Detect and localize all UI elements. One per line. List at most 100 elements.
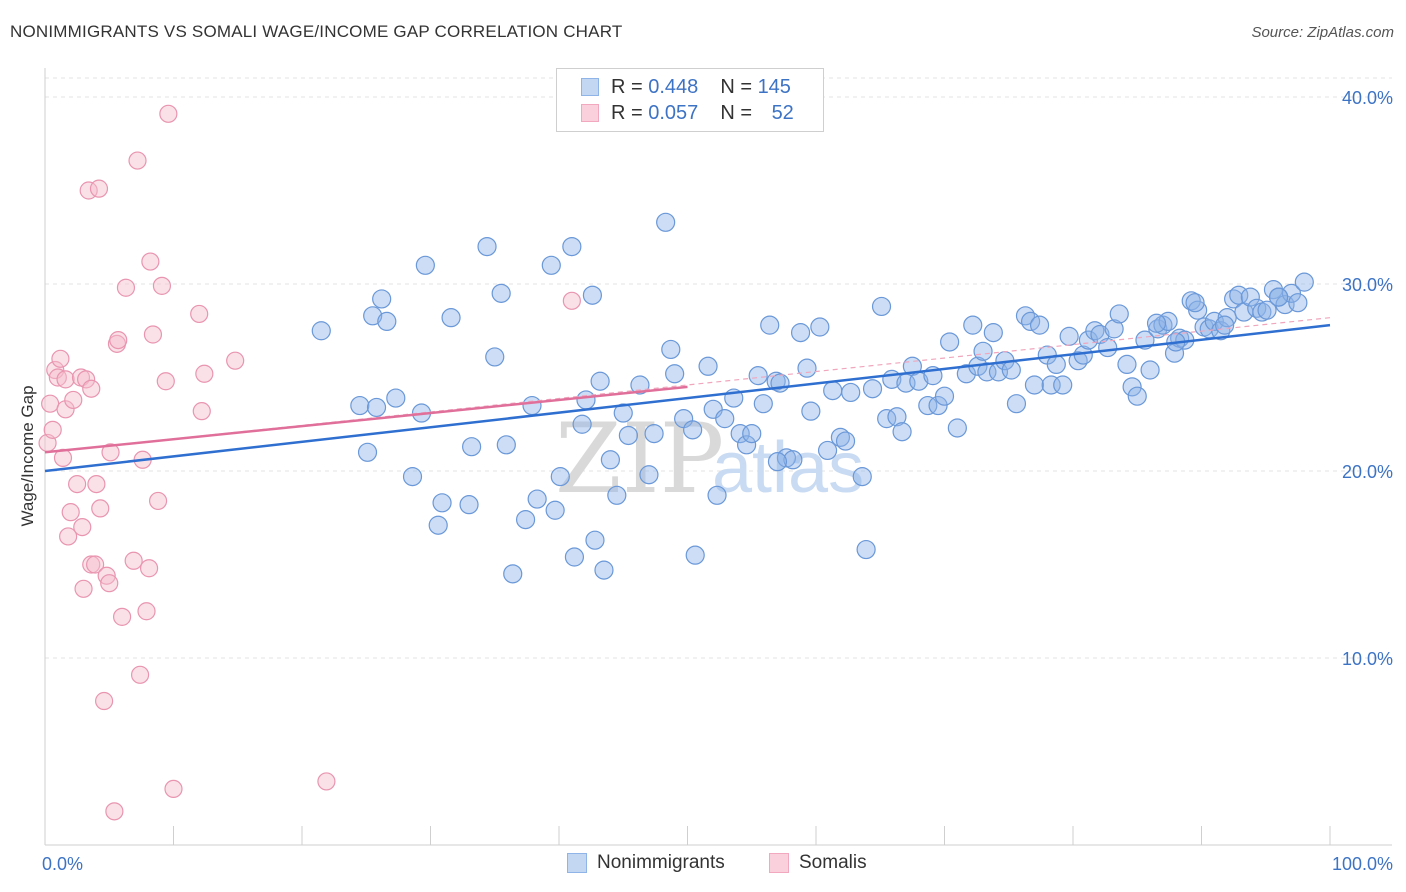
data-point-nonimmigrants (790, 323, 811, 343)
data-point-nonimmigrants (618, 425, 638, 446)
legend-r-value: 0.057 (648, 101, 699, 124)
data-point-nonimmigrants (1127, 386, 1147, 406)
data-point-nonimmigrants (541, 255, 561, 275)
data-point-nonimmigrants (1078, 330, 1099, 350)
data-point-somalis (64, 390, 83, 410)
data-point-somalis (159, 104, 178, 123)
data-point-nonimmigrants (366, 397, 387, 418)
data-point-somalis (41, 394, 60, 413)
y-tick-label: 30.0% (1342, 275, 1393, 295)
data-point-somalis (82, 379, 101, 398)
series-legend-somalis[interactable]: Somalis (769, 852, 867, 874)
tick-labels: 10.0% 20.0% 30.0% 40.0% 0.0% 100.0% (42, 88, 1393, 874)
data-point-nonimmigrants (428, 515, 448, 535)
data-point-nonimmigrants (1288, 293, 1308, 313)
data-point-somalis (91, 499, 110, 518)
data-point-nonimmigrants (522, 395, 542, 416)
data-point-nonimmigrants (963, 315, 983, 335)
data-point-nonimmigrants (594, 560, 614, 580)
y-axis-label: Wage/Income Gap (18, 385, 37, 526)
legend-r-label: R = (611, 75, 649, 98)
data-point-somalis (89, 179, 109, 198)
data-point-nonimmigrants (1085, 321, 1105, 341)
data-point-nonimmigrants (1006, 394, 1027, 414)
data-point-nonimmigrants (600, 450, 621, 470)
data-point-nonimmigrants (1146, 313, 1167, 333)
data-point-nonimmigrants (841, 382, 861, 403)
data-point-somalis (56, 370, 75, 389)
legend-n-value: 145 (757, 75, 791, 98)
data-point-nonimmigrants (887, 407, 907, 427)
data-point-nonimmigrants (1140, 360, 1160, 380)
x-tick-label: 100.0% (1332, 854, 1393, 874)
data-point-nonimmigrants (1117, 354, 1137, 375)
data-point-nonimmigrants (485, 347, 505, 367)
y-tick-label: 20.0% (1342, 462, 1393, 482)
grid-lines (45, 77, 1392, 659)
series-name-nonimmigrants: Nonimmigrants (597, 852, 725, 873)
data-point-nonimmigrants (1109, 304, 1129, 324)
source-label: Source: ZipAtlas.com (1251, 24, 1394, 41)
data-point-somalis (156, 372, 175, 391)
data-point-somalis (195, 364, 214, 383)
data-point-nonimmigrants (441, 308, 461, 328)
data-point-somalis (116, 278, 136, 297)
data-point-nonimmigrants (590, 371, 610, 391)
data-point-somalis (95, 691, 114, 711)
data-point-nonimmigrants (862, 379, 883, 399)
data-point-nonimmigrants (576, 390, 596, 410)
legend-n-label: N = (720, 101, 758, 124)
data-point-somalis (128, 151, 147, 170)
data-point-somalis (68, 474, 87, 494)
data-point-somalis (59, 527, 78, 546)
data-point-nonimmigrants (644, 424, 664, 444)
data-point-nonimmigrants (715, 409, 735, 429)
data-point-nonimmigrants (665, 364, 685, 384)
data-point-nonimmigrants (1104, 319, 1124, 339)
data-point-nonimmigrants (983, 323, 1003, 343)
data-point-nonimmigrants (737, 435, 757, 455)
data-point-somalis (562, 291, 581, 310)
data-point-nonimmigrants (415, 255, 435, 275)
data-point-nonimmigrants (1268, 287, 1289, 307)
data-point-nonimmigrants (892, 422, 912, 442)
somalis-points (38, 104, 581, 821)
data-point-somalis (143, 325, 163, 344)
series-legend-nonimmigrants[interactable]: Nonimmigrants (567, 852, 725, 874)
data-point-nonimmigrants (1059, 326, 1079, 346)
legend-swatch-nonimmigrants (581, 78, 599, 96)
data-point-nonimmigrants (797, 358, 817, 378)
correlation-legend: R = 0.448 N = 145 R = 0.057 N = 52 (556, 68, 824, 132)
series-swatch-nonimmigrants (567, 853, 587, 873)
legend-n-value: 52 (771, 101, 794, 124)
data-point-nonimmigrants (477, 237, 497, 257)
data-point-nonimmigrants (564, 547, 585, 567)
data-point-nonimmigrants (707, 485, 727, 505)
data-point-nonimmigrants (372, 289, 392, 309)
data-point-somalis (101, 443, 120, 462)
data-point-nonimmigrants (1240, 287, 1260, 307)
data-point-nonimmigrants (1068, 351, 1088, 371)
series-legend: Nonimmigrants Somalis (0, 852, 1406, 878)
data-point-somalis (105, 802, 124, 821)
data-point-nonimmigrants (1188, 300, 1208, 320)
data-point-somalis (226, 351, 245, 370)
data-point-nonimmigrants (856, 539, 876, 560)
data-point-somalis (109, 331, 128, 350)
data-point-nonimmigrants (852, 467, 872, 487)
data-point-somalis (141, 252, 160, 271)
data-point-nonimmigrants (742, 424, 762, 444)
data-point-nonimmigrants (698, 356, 718, 376)
data-point-nonimmigrants (830, 427, 851, 447)
data-point-somalis (192, 402, 211, 421)
data-point-nonimmigrants (753, 394, 773, 414)
data-point-nonimmigrants (311, 321, 331, 341)
data-point-nonimmigrants (817, 440, 838, 461)
data-point-nonimmigrants (656, 212, 676, 232)
data-point-somalis (82, 555, 101, 574)
data-point-nonimmigrants (871, 296, 892, 317)
data-point-nonimmigrants (550, 467, 570, 487)
data-point-nonimmigrants (1204, 311, 1224, 331)
data-point-nonimmigrants (432, 493, 452, 513)
data-point-nonimmigrants (947, 418, 967, 438)
